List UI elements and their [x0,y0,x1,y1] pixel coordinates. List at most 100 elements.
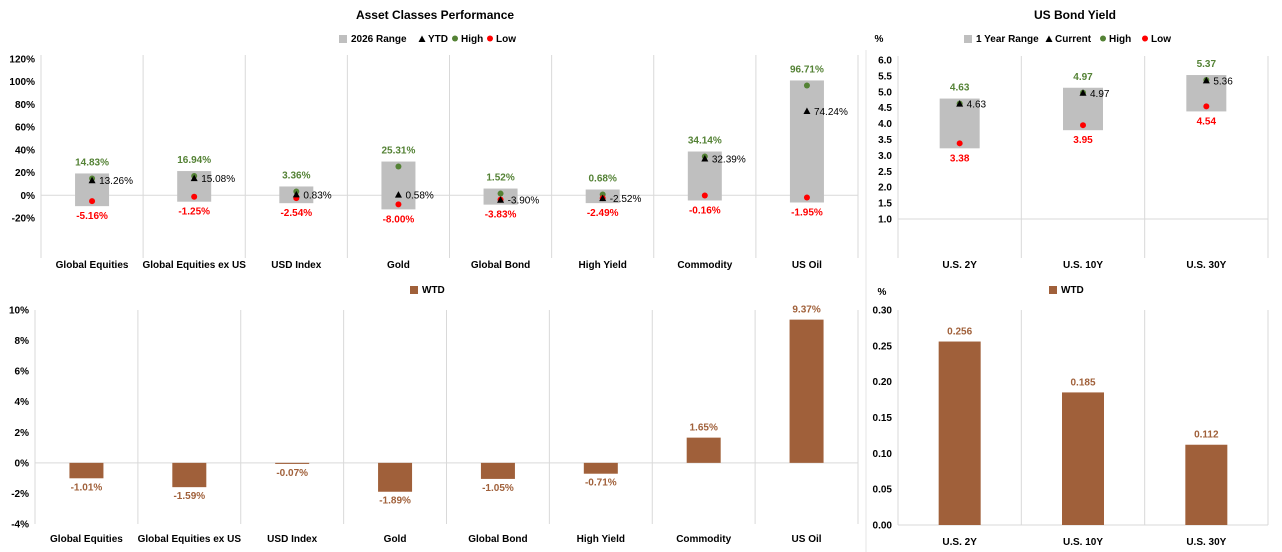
low-marker-global-equities [89,198,96,205]
low-label-us-oil: -1.95% [791,208,823,219]
y-tick-label: 120% [9,55,35,66]
high-label-usd-index: 3.36% [282,170,310,181]
y-tick-label: 4.5 [878,103,892,114]
y-tick-label: 2.0 [878,183,892,194]
y-tick-label: 0% [15,458,30,469]
y-tick-label: 0.00 [873,521,893,532]
legend-range-label: 2026 Range [351,34,407,45]
legend-high-label: High [461,34,483,45]
y-tick-label: 4% [15,397,30,408]
y-tick-label: 40% [15,145,35,156]
low-label-commodity: -0.16% [689,205,721,216]
ytd-marker-high-yield [599,194,607,202]
range-bar-u-s-2y [939,98,980,149]
ytd-marker-us-oil [803,107,811,114]
wtd-value-label-high-yield: -0.71% [585,478,617,489]
category-label-global-equities-ex-us: Global Equities ex US [143,260,247,271]
y-tick-label: -20% [12,214,35,225]
y-axis-label: % [878,287,887,298]
ytd-marker-commodity [701,154,709,162]
category-label-high-yield: High Yield [577,534,625,545]
legend-ytd-marker [1045,35,1053,42]
legend-wtd-swatch [1049,286,1057,294]
wtd-bar-high-yield [583,462,618,474]
category-label-u-s-2y: U.S. 2Y [942,260,977,271]
category-label-global-equities: Global Equities [50,534,123,545]
ytd-marker-usd-index [292,190,300,198]
high-label-gold: 25.31% [381,146,415,157]
category-label-global-bond: Global Bond [471,260,530,271]
legend-low-label: Low [496,34,516,45]
y-tick-label: 5.5 [878,71,892,82]
low-marker-u-s-10y [1080,122,1086,129]
high-marker-gold [395,163,402,170]
y-tick-label: 0.15 [873,413,893,424]
category-label-global-equities: Global Equities [56,260,129,271]
high-label-us-oil: 96.71% [790,64,824,75]
low-marker-u-s-30y [1203,103,1210,110]
us-bond-yield-chart: US Bond Yield% 1 Year Range Current High Low… [875,8,1269,271]
high-marker-us-oil [803,82,810,89]
wtd-value-label-u-s-2y: 0.256 [947,327,972,338]
ytd-marker-gold [394,191,402,198]
legend-wtd-label: WTD [1061,285,1084,296]
wtd-value-label-u-s-30y: 0.112 [1194,430,1219,441]
asset-classes-wtd-chart: WTD -4% -2% 0% 2% 4% 6% 8% 10% -1.01% Global Equit… [9,285,859,545]
y-tick-label: 3.5 [878,135,892,146]
y-tick-label: 1.5 [878,199,892,210]
y-tick-label: 2% [15,428,30,439]
wtd-value-label-commodity: 1.65% [690,423,718,434]
legend-wtd-label: WTD [422,285,445,296]
legend-ytd-marker [418,35,426,42]
y-tick-label: 6.0 [878,56,892,67]
y-tick-label: 0.25 [873,341,893,352]
y-tick-label: 60% [15,123,35,134]
y-tick-label: 3.0 [878,151,892,162]
ytd-label-global-equities: 13.26% [99,176,133,187]
low-label-usd-index: -2.54% [280,208,312,219]
ytd-label-usd-index: 0.83% [303,190,331,201]
high-label-global-equities-ex-us: 16.94% [177,155,211,166]
legend-low-marker [487,35,493,42]
y-tick-label: -2% [11,489,29,500]
y-tick-label: 8% [15,336,30,347]
ytd-label-high-yield: -2.52% [610,194,642,205]
asset-classes-performance-chart: Asset Classes Performance 2026 Range YTD Hi… [9,8,859,271]
wtd-value-label-global-equities: -1.01% [71,482,103,493]
legend-wtd-swatch [410,286,418,294]
low-marker-us-oil [803,194,810,201]
category-label-u-s-10y: U.S. 10Y [1063,537,1103,548]
category-label-global-equities-ex-us: Global Equities ex US [138,534,242,545]
legend-ytd-label: YTD [428,34,448,45]
low-label-global-equities: -5.16% [76,211,108,222]
wtd-value-label-u-s-10y: 0.185 [1070,377,1095,388]
y-tick-label: 0% [21,191,36,202]
legend-ytd-label: Current [1055,34,1092,45]
category-label-gold: Gold [384,534,407,545]
low-label-global-bond: -3.83% [485,210,517,221]
ytd-label-us-oil: 74.24% [814,107,848,118]
low-marker-gold [395,201,402,208]
wtd-bar-commodity [686,437,721,463]
y-axis-label: % [875,34,884,45]
low-marker-global-equities-ex-us [191,193,198,200]
legend-high-label: High [1109,34,1131,45]
y-tick-label: 0.10 [873,449,893,460]
category-label-us-oil: US Oil [792,534,822,545]
legend-range-swatch [964,35,972,43]
legend-range-swatch [339,35,347,43]
ytd-label-global-bond: -3.90% [508,196,540,207]
ytd-label-u-s-10y: 4.97 [1090,89,1110,100]
y-tick-label: 4.0 [878,119,892,130]
wtd-value-label-us-oil: 9.37% [792,305,820,316]
category-label-u-s-2y: U.S. 2Y [942,537,977,548]
category-label-u-s-10y: U.S. 10Y [1063,260,1103,271]
high-label-u-s-10y: 4.97 [1073,72,1093,83]
wtd-bar-us-oil [789,319,824,463]
low-label-gold: -8.00% [383,214,415,225]
wtd-bar-u-s-30y [1185,444,1228,525]
legend-low-label: Low [1151,34,1171,45]
us-bond-wtd-chart: % WTD 0.00 0.05 0.10 0.15 0.20 0.25 0.30 0.256 U.S… [873,285,1269,548]
ytd-marker-u-s-30y [1202,76,1210,84]
